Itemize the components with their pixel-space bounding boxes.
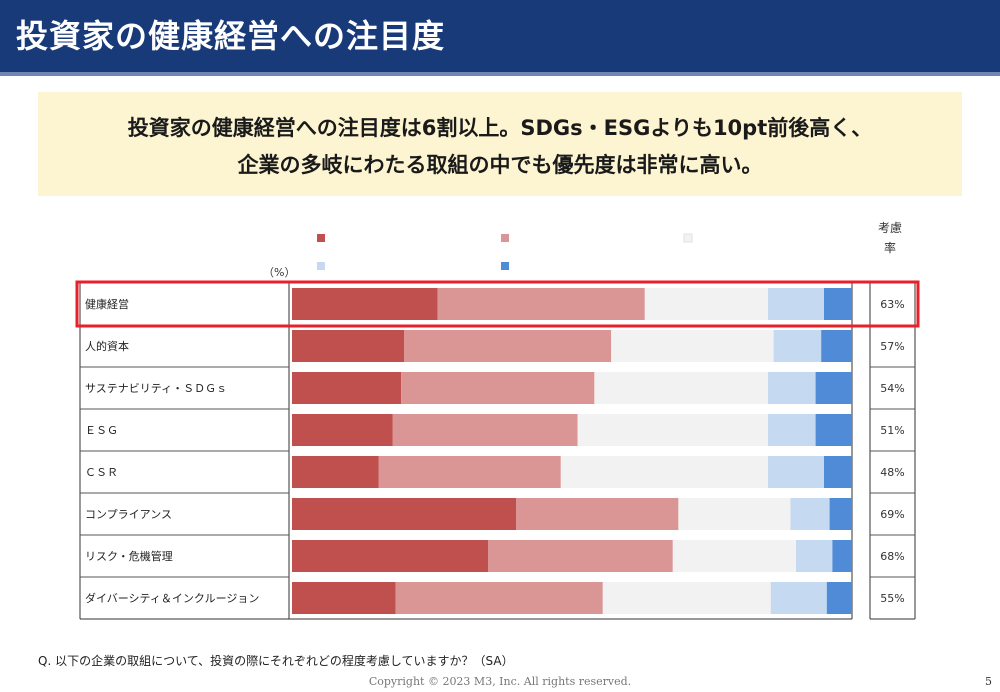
bar-segment-s4	[790, 498, 830, 530]
bar-segment-s3	[602, 582, 771, 614]
consideration-rate-value: 57%	[880, 340, 904, 353]
consideration-rate-value: 48%	[880, 466, 904, 479]
bar-segment-s1	[292, 540, 488, 572]
category-label: サステナビリティ・ＳＤＧｓ	[85, 382, 227, 395]
bar-segment-s1	[292, 330, 404, 362]
bar-segment-s5	[824, 456, 852, 488]
bar-segment-s5	[826, 582, 852, 614]
bar-segment-s2	[378, 456, 561, 488]
bar-segment-s2	[516, 498, 679, 530]
bar-segment-s1	[292, 456, 379, 488]
bar-segment-s3	[678, 498, 791, 530]
category-label: コンプライアンス	[85, 508, 172, 521]
category-label: ＥＳＧ	[85, 424, 118, 437]
page-number: 5	[985, 675, 992, 688]
title-bar: 投資家の健康経営への注目度	[0, 0, 1000, 76]
bar-segment-s2	[488, 540, 673, 572]
category-label: 健康経営	[85, 297, 129, 311]
bar-segment-s5	[821, 330, 852, 362]
category-label: リスク・危機管理	[85, 549, 173, 563]
page-title: 投資家の健康経営への注目度	[16, 17, 446, 55]
survey-question: Q. 以下の企業の取組について、投資の際にそれぞれどの程度考慮していますか？（S…	[38, 654, 514, 668]
bar-segment-s3	[644, 288, 768, 320]
bar-segment-s1	[292, 414, 393, 446]
summary-line-2: 企業の多岐にわたる取組の中でも優先度は非常に高い。	[237, 153, 763, 177]
summary-callout: 投資家の健康経営への注目度は6割以上。SDGs・ESGよりも10pt前後高く、 …	[38, 92, 962, 196]
consideration-rate-header: 考慮率	[878, 221, 903, 255]
consideration-rate-value: 68%	[880, 550, 904, 563]
bar-segment-s1	[292, 498, 516, 530]
category-label: ダイバーシティ＆インクルージョン	[85, 591, 259, 605]
bar-segment-s4	[768, 456, 824, 488]
bar-segment-s5	[815, 372, 852, 404]
consideration-rate-value: 63%	[880, 298, 904, 311]
bar-segment-s2	[437, 288, 645, 320]
category-label: ＣＳＲ	[85, 466, 118, 479]
bar-segment-s4	[796, 540, 833, 572]
bar-segment-s5	[824, 288, 852, 320]
bar-segment-s3	[594, 372, 768, 404]
summary-line-1: 投資家の健康経営への注目度は6割以上。SDGs・ESGよりも10pt前後高く、	[127, 116, 873, 140]
bar-segment-s4	[768, 372, 816, 404]
bar-segment-s3	[560, 456, 768, 488]
bar-segment-s1	[292, 288, 438, 320]
consideration-rate-value: 54%	[880, 382, 904, 395]
bar-segment-s5	[832, 540, 852, 572]
bar-segment-s4	[770, 582, 827, 614]
consideration-rate-value: 51%	[880, 424, 904, 437]
legend-swatch-4	[317, 262, 325, 270]
bar-segment-s4	[768, 288, 824, 320]
consideration-rate-value: 69%	[880, 508, 904, 521]
legend-swatch-1	[317, 234, 325, 242]
bar-segment-s5	[829, 498, 852, 530]
legend-swatch-2	[501, 234, 509, 242]
category-label: 人的資本	[85, 339, 129, 353]
highlight-box	[75, 280, 920, 328]
bar-segment-s1	[292, 582, 396, 614]
bar-segment-s3	[672, 540, 796, 572]
bar-segment-s2	[392, 414, 578, 446]
bar-segment-s4	[773, 330, 822, 362]
copyright-notice: Copyright © 2023 M3, Inc. All rights res…	[368, 675, 632, 688]
bar-segment-s1	[292, 372, 402, 404]
bar-segment-s4	[768, 414, 816, 446]
bar-segment-s2	[404, 330, 612, 362]
legend-swatch-5	[501, 262, 509, 270]
bar-segment-s3	[577, 414, 768, 446]
bar-segment-s3	[611, 330, 774, 362]
bar-segment-s5	[815, 414, 852, 446]
bar-segment-s2	[395, 582, 603, 614]
bar-segment-s2	[401, 372, 595, 404]
consideration-rate-value: 55%	[880, 592, 904, 605]
percent-unit-label: （%）	[263, 266, 296, 279]
legend-swatch-3	[683, 233, 693, 243]
